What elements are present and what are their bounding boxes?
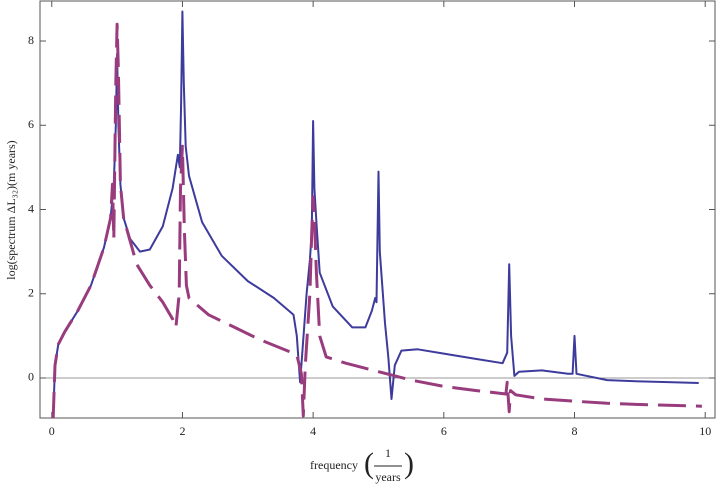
y-axis-label: log(spectrum ΔL₃₂)(m years) [4,140,18,279]
x-label-denominator: years [375,470,401,484]
x-tick-label: 0 [49,424,55,438]
x-tick-label: 10 [699,424,711,438]
x-label-text: frequency [310,458,358,472]
x-tick-label: 4 [310,424,316,438]
y-tick-label: 6 [28,117,34,131]
x-tick-label: 6 [441,424,447,438]
y-tick-label: 0 [28,370,34,384]
y-tick-label: 2 [28,285,34,299]
x-tick-label: 2 [179,424,185,438]
y-tick-label: 4 [28,201,34,215]
paren: ) [404,447,414,480]
x-axis-label: frequency ( 1 years ) [310,446,414,484]
series-line [51,22,702,418]
series-line [52,10,699,418]
x-label-numerator: 1 [385,446,391,460]
x-tick-label: 8 [572,424,578,438]
y-tick-label: 8 [28,33,34,47]
paren: ( [364,447,374,480]
